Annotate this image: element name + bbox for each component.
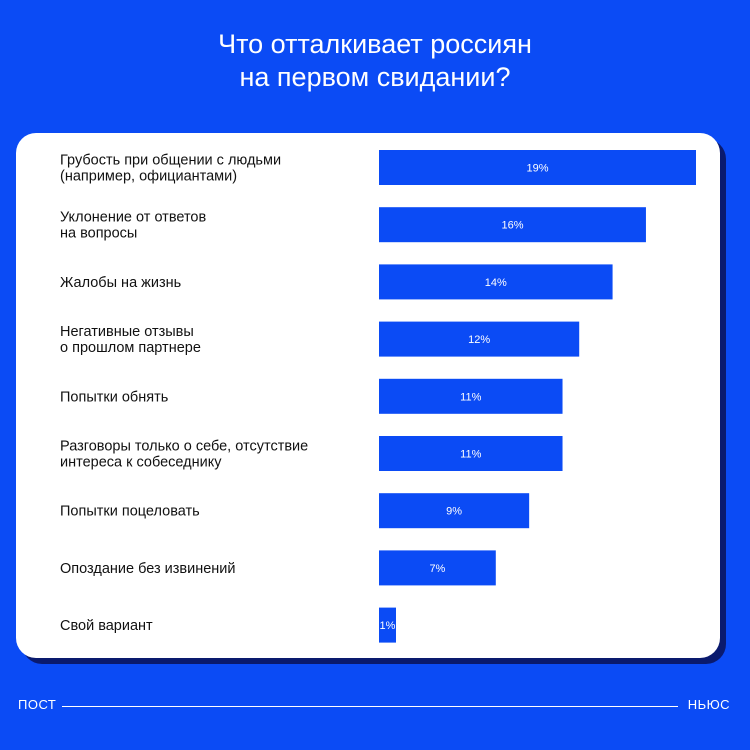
bar	[379, 207, 646, 243]
bar	[379, 264, 613, 300]
chart-title: Что отталкивает россиян на первом свидан…	[218, 29, 532, 92]
bar-value-label: 11%	[460, 391, 481, 403]
bar-value-label: 16%	[501, 220, 523, 232]
bar	[379, 550, 496, 586]
bar-value-label: 9%	[446, 506, 462, 518]
category-label: Попытки поцеловать	[60, 504, 200, 520]
category-label: Опоздание без извинений	[60, 561, 235, 577]
bar	[379, 150, 696, 185]
bar-chart: Грубость при общении с людьми (например, …	[60, 150, 696, 643]
bar	[379, 321, 580, 357]
bar-value-label: 7%	[429, 563, 445, 575]
bar-value-label: 11%	[460, 449, 481, 461]
footer-brand-right: НЬЮС	[687, 697, 730, 712]
category-label: Грубость при общении с людьми (например, …	[60, 153, 281, 185]
category-label: Жалобы на жизнь	[60, 275, 181, 291]
bar-value-label: 19%	[526, 163, 548, 175]
category-label: Попытки обнять	[60, 389, 168, 405]
category-label: Свой вариант	[60, 618, 153, 634]
bar	[379, 607, 396, 643]
bar-value-label: 1%	[380, 620, 396, 632]
category-label: Разговоры только о себе, отсутствие интер…	[60, 439, 308, 471]
footer-brand-left: ПОСТ	[18, 697, 57, 712]
category-label: Негативные отзывы о прошлом партнере	[60, 324, 201, 356]
footer-divider	[62, 706, 678, 707]
bar	[379, 436, 563, 471]
chart-card: Грубость при общении с людьми (например, …	[16, 133, 720, 658]
category-label: Уклонение от ответов на вопросы	[60, 210, 206, 242]
bar-value-label: 14%	[485, 277, 507, 289]
bar	[379, 378, 563, 414]
bar-value-label: 12%	[468, 334, 490, 346]
bar	[379, 493, 530, 529]
